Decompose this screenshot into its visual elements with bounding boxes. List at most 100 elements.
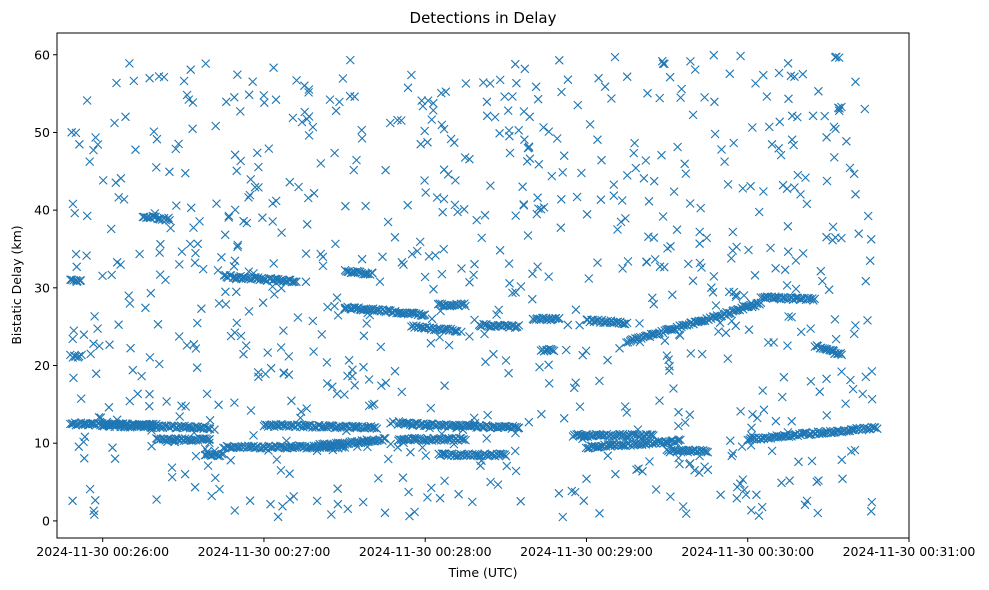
detection-point (649, 431, 658, 440)
detection-point (790, 183, 799, 192)
detection-point (177, 247, 187, 256)
detection-point (131, 145, 140, 155)
detection-point (612, 317, 621, 327)
detection-point (249, 431, 258, 440)
detection-point (472, 215, 482, 225)
detection-point (202, 423, 212, 433)
detection-point (245, 190, 255, 200)
detection-point (300, 81, 309, 91)
detection-point (752, 490, 761, 500)
detection-point (720, 157, 729, 166)
detection-point (595, 376, 604, 386)
detection-point (279, 326, 288, 335)
detection-point (268, 217, 278, 226)
detection-point (343, 371, 352, 381)
detection-point (496, 449, 506, 459)
detection-point (141, 303, 150, 313)
detection-point (428, 98, 438, 108)
detection-point (577, 168, 586, 178)
detection-point (246, 175, 256, 184)
detection-point (148, 211, 158, 221)
detection-point (156, 434, 166, 444)
detection-point (258, 213, 267, 223)
detection-point (205, 415, 215, 425)
detection-point (500, 92, 509, 101)
detection-point (164, 213, 173, 223)
detection-point (524, 143, 534, 152)
detection-point (116, 260, 125, 269)
detection-point (135, 249, 144, 259)
detection-point (572, 192, 582, 202)
detection-point (469, 413, 479, 423)
detection-point (505, 148, 515, 158)
detection-point (703, 447, 713, 457)
detection-point (110, 454, 120, 464)
detection-point (154, 359, 164, 369)
detection-point (501, 356, 511, 365)
detection-point (397, 257, 407, 267)
detection-point (285, 469, 294, 479)
detection-point (82, 251, 91, 260)
detection-point (381, 378, 391, 388)
detection-point (643, 88, 652, 98)
detection-point (233, 242, 242, 252)
detection-point (344, 355, 354, 365)
detection-point (796, 190, 805, 199)
detection-point (322, 358, 332, 367)
detection-point (563, 320, 573, 330)
detection-point (276, 343, 286, 352)
detection-point (417, 311, 427, 321)
detection-point (423, 493, 432, 502)
detection-point (676, 93, 685, 102)
detection-point (291, 277, 301, 287)
detection-point (75, 139, 84, 149)
detection-point (834, 53, 844, 62)
detection-point (723, 354, 733, 363)
detection-point (89, 510, 99, 519)
detection-point (872, 424, 882, 434)
detection-point (575, 402, 585, 411)
detection-point (518, 182, 527, 192)
detection-point (221, 287, 230, 297)
detection-point (674, 407, 683, 417)
detection-point (767, 446, 777, 456)
detection-point (495, 75, 505, 85)
detection-point (250, 182, 260, 192)
detection-point (783, 341, 792, 350)
detection-point (727, 316, 737, 326)
detection-point (258, 298, 268, 308)
detection-point (842, 427, 851, 436)
detection-point (706, 283, 716, 293)
detection-point (558, 168, 568, 177)
detection-point (90, 495, 100, 505)
detection-point (477, 233, 487, 243)
detection-point (620, 402, 630, 411)
detection-point (798, 249, 808, 258)
detection-point (867, 394, 877, 404)
detection-point (657, 56, 667, 66)
detection-point (732, 482, 742, 492)
y-tick-label: 20 (34, 358, 50, 373)
detection-point (125, 59, 134, 68)
detection-point (728, 227, 738, 237)
detection-point (252, 148, 262, 158)
detection-point (524, 142, 534, 151)
detection-point (439, 244, 449, 254)
detection-point (533, 193, 542, 203)
detection-point (220, 230, 230, 240)
detection-point (327, 382, 337, 392)
detection-point (236, 331, 246, 341)
detection-point (352, 155, 361, 165)
detection-point (420, 310, 430, 319)
detection-point (790, 72, 799, 82)
detection-point (229, 261, 239, 271)
detection-point (863, 316, 872, 325)
detection-point (153, 319, 163, 329)
detection-point (649, 176, 659, 186)
detection-point (563, 75, 573, 85)
detection-point (350, 303, 360, 313)
detection-point (609, 180, 619, 189)
detection-point (495, 128, 504, 138)
detection-point (292, 442, 302, 452)
detection-point (820, 344, 830, 353)
